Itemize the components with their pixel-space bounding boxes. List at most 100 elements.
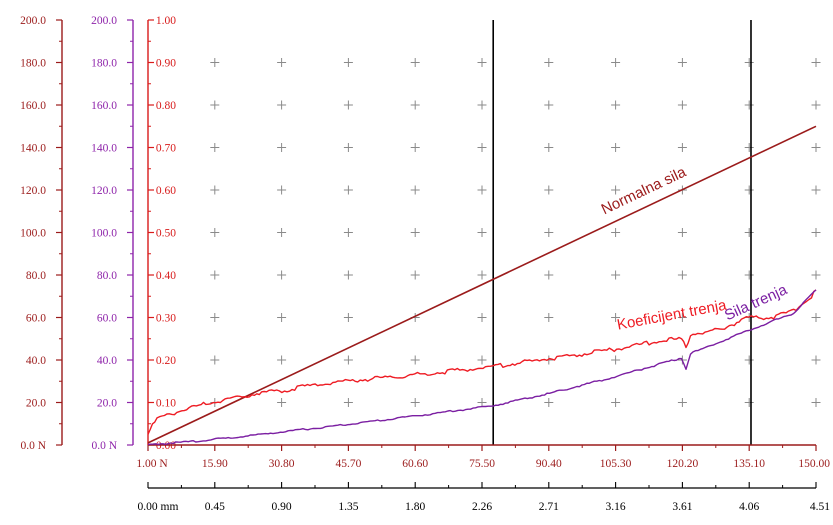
grid-plus-marker: [477, 228, 487, 237]
grid-plus-marker: [544, 270, 554, 280]
y-axis-tick-label: 100.0: [91, 228, 117, 240]
grid-plus-marker: [343, 143, 353, 152]
grid-plus-marker: [544, 313, 554, 322]
normal-force-line: [147, 125, 817, 444]
x-axis-tick-label: 1.00 N: [136, 458, 168, 470]
y-axis-tick-label: 200.0: [20, 15, 46, 27]
x-axis-2-tick-label: 4.51: [810, 501, 830, 513]
grid-plus-marker: [477, 143, 487, 152]
grid-plus-marker: [277, 58, 287, 67]
grid-plus-marker: [477, 313, 487, 322]
y-axis-tick-label: 180.0: [91, 58, 117, 70]
y-axis-tick-label: 20.0: [26, 398, 46, 410]
grid-plus-marker: [277, 398, 287, 407]
grid-plus-marker: [544, 58, 554, 67]
x-axis-tick-label: 60.60: [402, 458, 428, 470]
y-axis-tick-label: 1.00: [156, 15, 176, 27]
grid-plus-marker: [343, 100, 353, 110]
x-axis-tick-label: 30.80: [269, 458, 295, 470]
grid-plus-marker: [811, 185, 821, 195]
y-axis-tick-label: 160.0: [91, 100, 117, 112]
grid-plus-marker: [811, 270, 821, 280]
x-axis-tick-label: 90.40: [536, 458, 562, 470]
grid-plus-marker: [343, 185, 353, 195]
y-axis-tick-label: 20.0: [97, 398, 117, 410]
grid-plus-marker: [343, 58, 353, 67]
y-axis-tick-label: 0.50: [156, 228, 176, 240]
x-axis-tick-label: 75.50: [469, 458, 495, 470]
grid-plus-marker: [410, 355, 420, 365]
grid-plus-marker: [410, 398, 420, 407]
grid-plus-marker: [744, 228, 754, 237]
grid-plus-marker: [477, 355, 487, 365]
grid-plus-marker: [744, 185, 754, 195]
grid-plus-marker: [677, 398, 687, 407]
y-axis-tick-label: 0.70: [156, 143, 176, 155]
grid-plus-marker: [744, 100, 754, 110]
grid-plus-marker: [277, 228, 287, 237]
x-axis-tick-label: 150.00: [798, 458, 830, 470]
grid-plus-marker: [811, 355, 821, 365]
series-label: Normalna sila: [599, 163, 690, 218]
grid-plus-marker: [410, 143, 420, 152]
grid-plus-marker: [544, 228, 554, 237]
y-axis-tick-label: 180.0: [20, 58, 46, 70]
grid-plus-marker: [410, 270, 420, 280]
grid-plus-marker: [611, 143, 621, 152]
y-axis-tick-label: 0.20: [156, 355, 176, 367]
grid-plus-marker: [277, 313, 287, 322]
y-axis-tick-label: 0.0 N: [20, 440, 46, 452]
grid-plus-marker: [210, 228, 220, 237]
x-axis-tick-label: 135.10: [733, 458, 765, 470]
grid-plus-marker: [210, 355, 220, 365]
grid-plus-marker: [611, 228, 621, 237]
grid-plus-marker: [210, 270, 220, 280]
x-axis-2-tick-label: 2.71: [539, 501, 559, 513]
grid-plus-marker: [744, 143, 754, 152]
series-label: Koeficijent trenja: [616, 297, 729, 334]
y-axis-tick-label: 120.0: [20, 185, 46, 197]
grid-plus-marker: [343, 270, 353, 280]
x-axis-2-tick-label: 3.61: [672, 501, 692, 513]
friction-coefficient-line: [147, 289, 817, 435]
x-axis-2-tick-label: 4.06: [739, 501, 759, 513]
y-axis-tick-label: 0.10: [156, 398, 176, 410]
grid-plus-marker: [611, 398, 621, 407]
grid-plus-marker: [410, 228, 420, 237]
grid-plus-marker: [210, 185, 220, 195]
grid-plus-marker: [611, 185, 621, 195]
grid-plus-marker: [611, 100, 621, 110]
y-axis-tick-label: 60.0: [97, 313, 117, 325]
y-axis-tick-label: 0.40: [156, 270, 176, 282]
grid-plus-marker: [811, 313, 821, 322]
x-axis-tick-label: 45.70: [335, 458, 361, 470]
grid-plus-marker: [477, 58, 487, 67]
grid-plus-marker: [677, 313, 687, 322]
y-axis-tick-label: 140.0: [20, 143, 46, 155]
y-axis-tick-label: 0.00: [156, 440, 176, 452]
grid-plus-marker: [744, 270, 754, 280]
y-axis-tick-label: 40.0: [97, 355, 117, 367]
grid-plus-marker: [210, 100, 220, 110]
grid-plus-marker: [811, 398, 821, 407]
grid-plus-marker: [343, 313, 353, 322]
x-axis-2-tick-label: 0.45: [205, 501, 225, 513]
grid-plus-marker: [343, 228, 353, 237]
grid-plus-marker: [277, 143, 287, 152]
grid-plus-marker: [611, 58, 621, 67]
y-axis-tick-label: 80.0: [26, 270, 46, 282]
grid-plus-marker: [811, 58, 821, 67]
grid-markers: [210, 58, 821, 407]
grid-plus-marker: [277, 355, 287, 365]
x-axis-2-tick-label: 0.90: [272, 501, 292, 513]
grid-plus-marker: [544, 100, 554, 110]
grid-plus-marker: [277, 100, 287, 110]
y-axis-tick-label: 60.0: [26, 313, 46, 325]
grid-plus-marker: [477, 270, 487, 280]
y-axis-tick-label: 160.0: [20, 100, 46, 112]
grid-plus-marker: [744, 398, 754, 407]
grid-plus-marker: [343, 355, 353, 365]
grid-plus-marker: [677, 270, 687, 280]
grid-plus-marker: [410, 58, 420, 67]
